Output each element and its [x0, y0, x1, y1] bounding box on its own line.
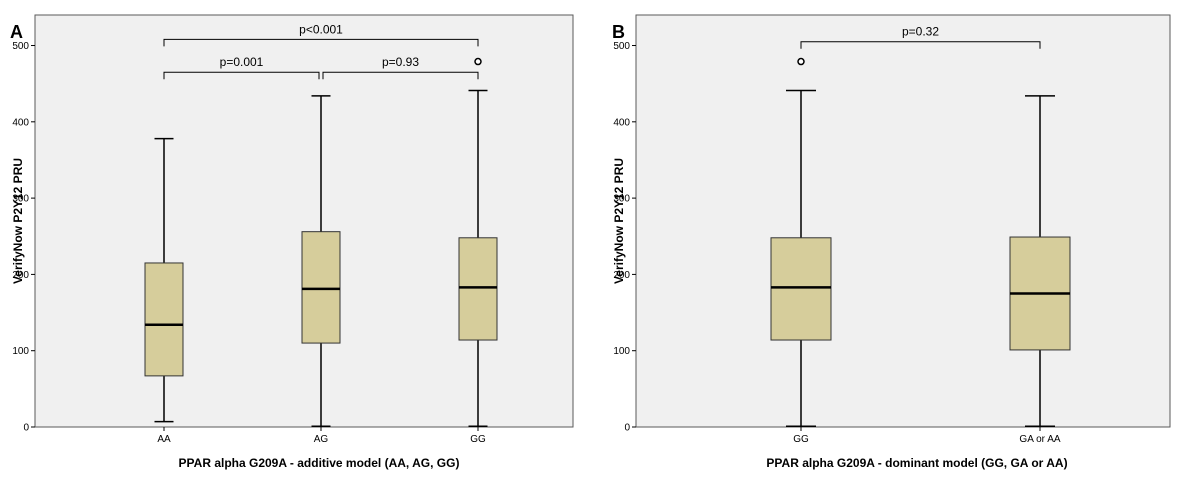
- x-tick-label: GG: [470, 434, 486, 445]
- y-tick-label: 200: [613, 270, 630, 281]
- significance-bracket: p=0.001: [163, 55, 320, 80]
- outlier-point: [474, 57, 482, 66]
- x-tick-label: GG: [793, 434, 809, 445]
- box-aa: [144, 137, 184, 423]
- y-tick-label: 100: [613, 346, 630, 357]
- box-ga-or-aa: [1009, 95, 1071, 427]
- significance-bracket: p<0.001: [163, 22, 479, 47]
- y-axis-label: VerifyNow P2Y12 PRU: [11, 158, 25, 284]
- panel-letter: B: [612, 22, 625, 42]
- y-tick-label: 0: [624, 423, 630, 434]
- y-tick-label: 400: [12, 117, 29, 128]
- panel-B: B 0 100 200 300 400 500 GG GA or AA p=0.32 PPAR al…: [612, 14, 1171, 470]
- p-value-label: p<0.001: [299, 22, 343, 36]
- significance-bracket: p=0.93: [322, 55, 479, 80]
- y-tick-label: 400: [613, 117, 630, 128]
- significance-bracket: p=0.32: [800, 25, 1041, 49]
- box-ag: [301, 95, 341, 427]
- bracket-line: [800, 41, 1041, 49]
- p-value-label: p=0.32: [902, 25, 939, 39]
- y-tick-label: 100: [12, 346, 29, 357]
- p-value-label: p=0.93: [382, 55, 419, 69]
- bracket-line: [163, 71, 320, 80]
- plot-area: [34, 14, 574, 428]
- box-gg: [458, 57, 498, 427]
- bracket-line: [322, 71, 479, 80]
- x-tick-label: AG: [314, 434, 329, 445]
- iqr-box: [144, 262, 184, 377]
- x-axis-label: PPAR alpha G209A - additive model (AA, A…: [179, 456, 460, 470]
- x-axis-label: PPAR alpha G209A - dominant model (GG, G…: [766, 456, 1067, 470]
- p-value-label: p=0.001: [220, 55, 264, 69]
- iqr-box: [301, 231, 341, 344]
- y-tick-label: 0: [23, 423, 29, 434]
- bracket-line: [163, 38, 479, 47]
- outlier-point: [797, 57, 805, 66]
- y-tick-label: 200: [12, 270, 29, 281]
- y-tick-label: 300: [613, 194, 630, 205]
- box-gg: [770, 57, 832, 427]
- panel-letter: A: [10, 22, 23, 42]
- y-axis-label: VerifyNow P2Y12 PRU: [612, 158, 626, 284]
- x-tick-label: GA or AA: [1019, 434, 1060, 445]
- plot-area: [635, 14, 1171, 428]
- panel-A: A 0 100 200 300 400 500 AA AG GG p<0.001 p=0.001 p=0…: [10, 14, 574, 470]
- x-tick-label: AA: [157, 434, 171, 445]
- iqr-box: [770, 237, 832, 341]
- y-tick-label: 500: [613, 41, 630, 52]
- y-tick-label: 500: [12, 41, 29, 52]
- iqr-box: [458, 237, 498, 341]
- y-tick-label: 300: [12, 194, 29, 205]
